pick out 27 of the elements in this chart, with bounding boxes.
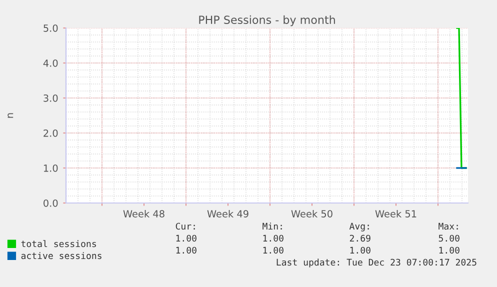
text: Min:	[262, 222, 282, 230]
x-tick-label: Week 48	[123, 210, 164, 218]
text: 2.69	[350, 234, 370, 242]
legend-label: active sessions	[21, 252, 102, 260]
text: 1.00	[439, 246, 460, 254]
x-tick-label: Week 49	[207, 210, 248, 218]
x-tick-label: Week 50	[291, 210, 332, 218]
y-tick-label: 0.0	[44, 199, 58, 207]
legend-label: total sessions	[21, 240, 96, 248]
text: Max:	[438, 222, 458, 230]
y-tick-label: 4.0	[43, 59, 58, 67]
text: 5.00	[438, 234, 460, 242]
text: 1.00	[176, 234, 196, 242]
text: Avg:	[349, 222, 369, 232]
text: Last update: Tue Dec 23 07:00:17 2025	[276, 258, 476, 268]
text: Cur:	[176, 222, 195, 230]
x-tick-label: Week 51	[375, 210, 416, 218]
y-tick-label: 3.0	[44, 94, 58, 102]
text: 1.00	[263, 234, 284, 242]
chart-title: PHP Sessions - by month	[199, 15, 335, 26]
y-tick-label: 2.0	[44, 129, 58, 137]
text: 1.00	[263, 246, 284, 254]
y-axis-title: n	[8, 113, 14, 118]
y-tick-label: 1.0	[44, 164, 58, 172]
text: 1.00	[350, 246, 370, 254]
text: 1.00	[176, 246, 196, 254]
y-tick-label: 5.0	[44, 24, 58, 32]
